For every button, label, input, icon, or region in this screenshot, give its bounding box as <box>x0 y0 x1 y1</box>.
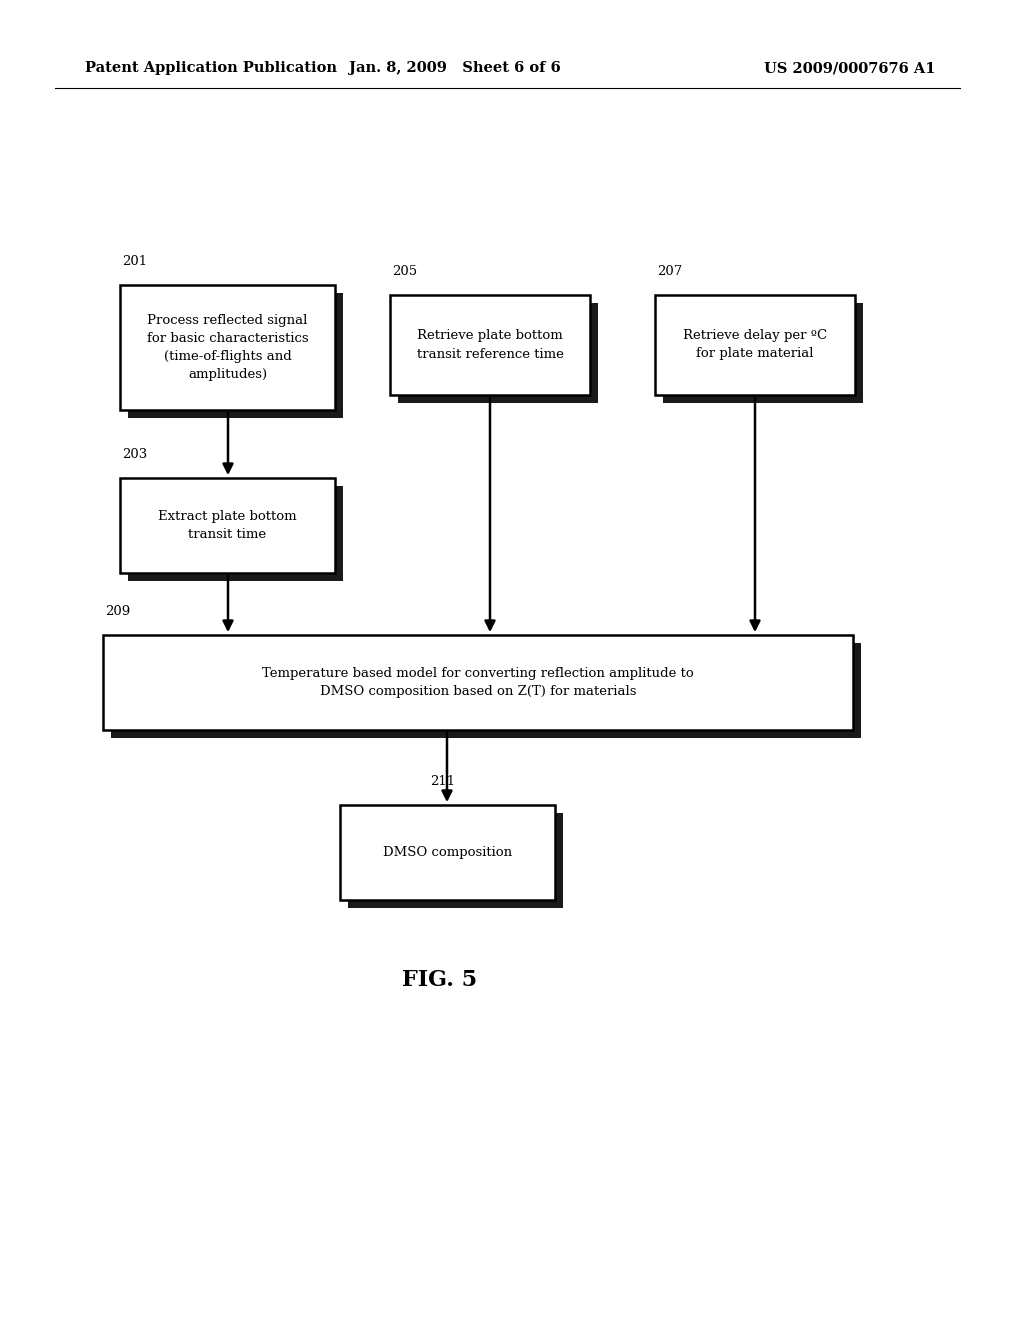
Bar <box>663 304 863 403</box>
Bar <box>103 635 853 730</box>
Text: 203: 203 <box>122 447 147 461</box>
Text: Jan. 8, 2009   Sheet 6 of 6: Jan. 8, 2009 Sheet 6 of 6 <box>349 61 561 75</box>
Bar <box>128 293 343 418</box>
Text: Temperature based model for converting reflection amplitude to
DMSO composition : Temperature based model for converting r… <box>262 667 694 698</box>
Text: US 2009/0007676 A1: US 2009/0007676 A1 <box>764 61 935 75</box>
Bar <box>111 643 861 738</box>
Bar <box>348 813 563 908</box>
Bar <box>390 294 590 395</box>
Bar <box>340 805 555 900</box>
Bar <box>120 285 335 411</box>
Text: Retrieve plate bottom
transit reference time: Retrieve plate bottom transit reference … <box>417 330 563 360</box>
Text: FIG. 5: FIG. 5 <box>402 969 477 991</box>
Text: Process reflected signal
for basic characteristics
(time-of-flights and
amplitud: Process reflected signal for basic chara… <box>146 314 308 381</box>
Text: DMSO composition: DMSO composition <box>383 846 512 859</box>
Bar <box>120 478 335 573</box>
Text: Patent Application Publication: Patent Application Publication <box>85 61 337 75</box>
Bar <box>128 486 343 581</box>
Text: Extract plate bottom
transit time: Extract plate bottom transit time <box>158 510 297 541</box>
Text: 205: 205 <box>392 265 417 279</box>
Bar <box>398 304 598 403</box>
Text: 211: 211 <box>430 775 455 788</box>
Bar <box>655 294 855 395</box>
Text: 207: 207 <box>657 265 682 279</box>
Text: 201: 201 <box>122 255 147 268</box>
Text: Retrieve delay per ºC
for plate material: Retrieve delay per ºC for plate material <box>683 330 827 360</box>
Text: 209: 209 <box>105 605 130 618</box>
